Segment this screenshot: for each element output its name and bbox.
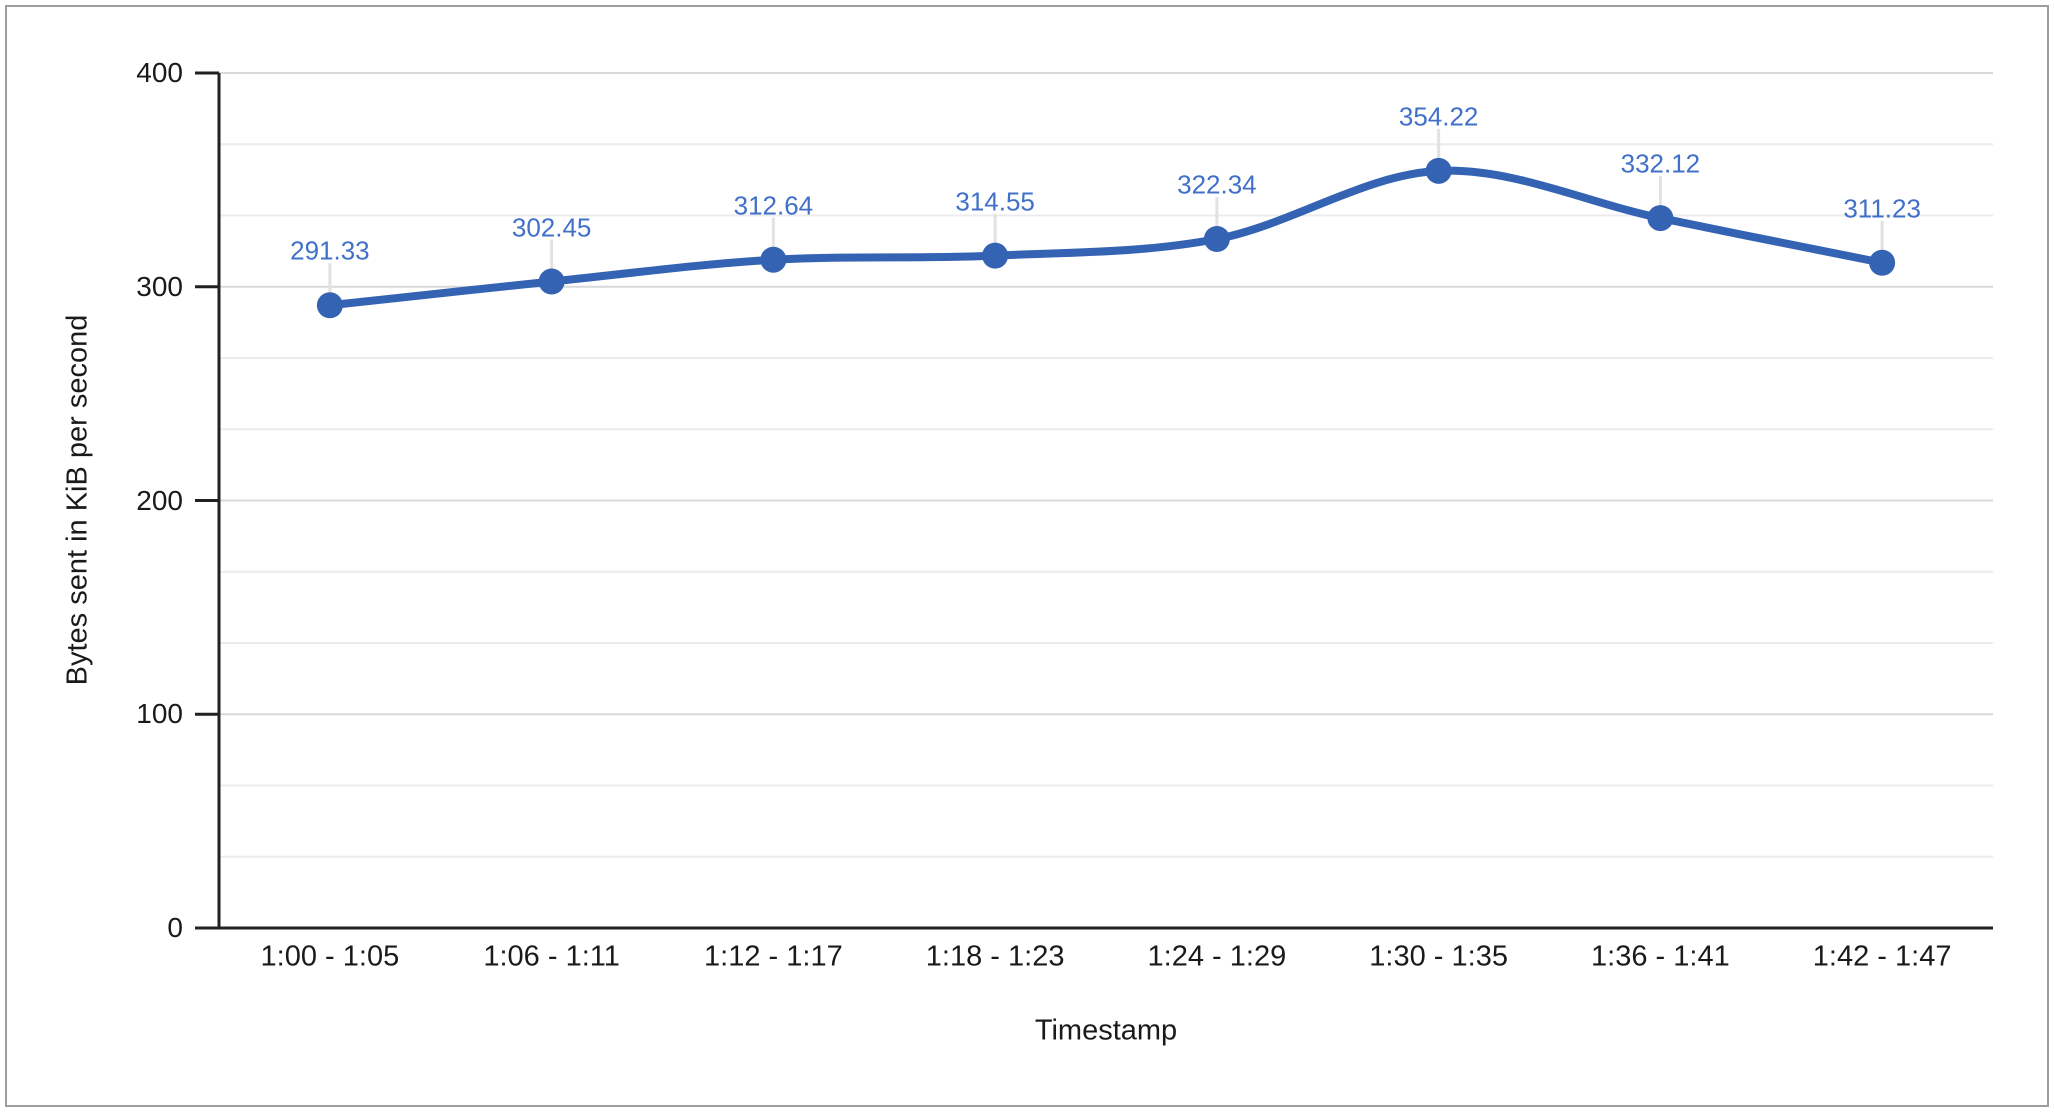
x-tick-label: 1:12 - 1:17 (704, 940, 843, 973)
x-tick-label: 1:36 - 1:41 (1591, 940, 1730, 973)
series-point (982, 242, 1009, 269)
series-point (316, 292, 343, 319)
data-label: 322.34 (1177, 169, 1257, 200)
y-tick-label: 0 (167, 912, 183, 943)
data-label: 311.23 (1843, 193, 1921, 224)
data-label: 354.22 (1398, 101, 1479, 132)
x-tick-label: 1:18 - 1:23 (925, 940, 1065, 973)
x-tick-label: 1:42 - 1:47 (1812, 940, 1952, 973)
x-tick-label: 1:06 - 1:11 (483, 940, 620, 973)
x-tick-label: 1:24 - 1:29 (1147, 940, 1287, 973)
y-axis-title: Bytes sent in KiB per second (61, 314, 94, 686)
series-line (325, 166, 1887, 310)
x-axis-title: Timestamp (1034, 1014, 1178, 1047)
x-tick-label: 1:30 - 1:35 (1369, 940, 1508, 973)
y-tick-label: 100 (136, 698, 183, 730)
series-point (1425, 157, 1452, 184)
data-label: 312.64 (733, 190, 814, 221)
data-label: 291.33 (290, 235, 370, 266)
series-point (538, 268, 565, 295)
data-label: 332.12 (1620, 148, 1701, 179)
data-label: 314.55 (955, 186, 1035, 217)
series-point (1647, 205, 1674, 232)
data-label: 302.45 (511, 212, 592, 242)
chart-frame (5, 5, 2049, 1107)
series-point (760, 246, 787, 273)
y-tick-label: 200 (136, 484, 183, 516)
y-tick-label: 400 (136, 57, 183, 88)
series-point (1869, 249, 1896, 276)
x-tick-label: 1:00 - 1:05 (260, 940, 400, 973)
series-point (1203, 225, 1230, 252)
y-tick-label: 300 (136, 270, 183, 302)
